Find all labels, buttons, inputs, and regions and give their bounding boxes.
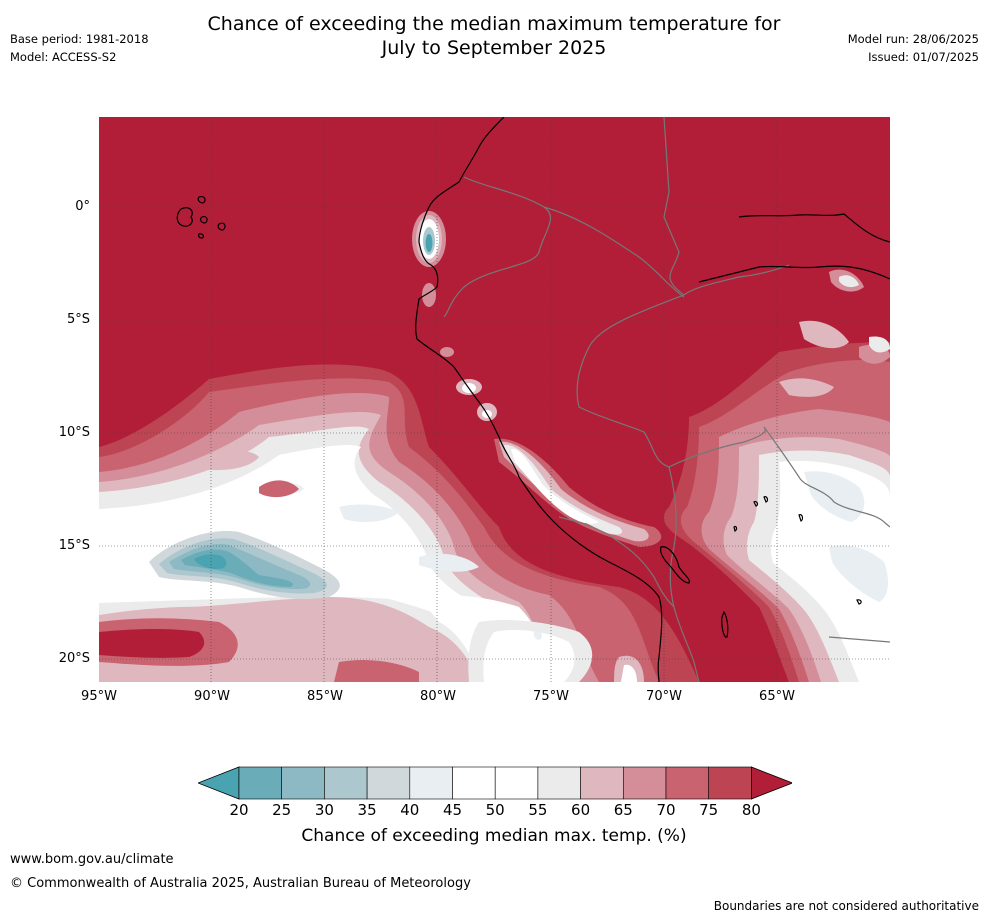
model-run: Model run: 28/06/2025 <box>847 32 979 46</box>
colorbar-under-arrow <box>198 766 240 800</box>
colorbar-cell-40-45 <box>409 766 453 800</box>
colorbar-tick-40: 40 <box>400 801 420 819</box>
footer-disclaimer: Boundaries are not considered authoritat… <box>713 899 979 913</box>
guayaquil-anomaly <box>412 211 446 307</box>
footer-copyright: © Commonwealth of Australia 2025, Austra… <box>10 876 471 891</box>
colorbar-cell-70-75 <box>665 766 710 800</box>
lat-label-15s: 15°S <box>58 538 90 553</box>
lon-label-95w: 95°W <box>81 689 117 704</box>
base-period: Base period: 1981-2018 <box>10 32 149 46</box>
colorbar-cell-30-35 <box>324 766 368 800</box>
colorbar-tick-60: 60 <box>571 801 591 819</box>
lat-label-10s: 10°S <box>58 425 90 440</box>
colorbar-cell-50-55 <box>494 766 539 800</box>
colorbar-tick-35: 35 <box>357 801 377 819</box>
map-title: Chance of exceeding the median maximum t… <box>0 12 988 60</box>
lon-label-70w: 70°W <box>646 689 682 704</box>
lon-label-90w: 90°W <box>194 689 230 704</box>
lon-label-85w: 85°W <box>307 689 343 704</box>
lon-label-75w: 75°W <box>533 689 569 704</box>
colorbar-tick-50: 50 <box>485 801 505 819</box>
lat-label-5s: 5°S <box>66 312 90 327</box>
colorbar-title: Chance of exceeding median max. temp. (%… <box>301 826 687 846</box>
colorbar-tick-20: 20 <box>229 801 249 819</box>
coastline <box>176 117 890 682</box>
colorbar-tick-55: 55 <box>528 801 548 819</box>
colorbar-cell-60-65 <box>580 766 624 800</box>
meta-left: Base period: 1981-2018 Model: ACCESS-S2 <box>10 30 149 66</box>
colorbar-tick-65: 65 <box>613 801 633 819</box>
lon-label-80w: 80°W <box>420 689 456 704</box>
colorbar-tick-30: 30 <box>314 801 334 819</box>
lat-label-20s: 20°S <box>58 651 90 666</box>
colorbar-cell-75-80 <box>708 766 752 800</box>
lat-label-0: 0° <box>75 199 90 214</box>
model-name: Model: ACCESS-S2 <box>10 50 117 64</box>
colorbar-tick-80: 80 <box>741 801 761 819</box>
meta-right: Model run: 28/06/2025 Issued: 01/07/2025 <box>848 30 979 66</box>
colorbar-cell-20-25 <box>238 766 283 800</box>
colorbar-cell-45-50 <box>452 766 496 800</box>
lon-label-65w: 65°W <box>759 689 795 704</box>
graticule <box>99 117 890 682</box>
ocean-anomaly-region <box>99 364 699 682</box>
colorbar <box>198 766 792 800</box>
country-borders <box>443 117 890 682</box>
colorbar-tick-25: 25 <box>272 801 292 819</box>
colorbar-over-arrow <box>751 766 792 800</box>
colorbar-cell-65-70 <box>622 766 667 800</box>
colorbar-tick-70: 70 <box>656 801 676 819</box>
colorbar-cell-55-60 <box>537 766 581 800</box>
colorbar-tick-45: 45 <box>442 801 463 819</box>
colorbar-cell-35-40 <box>366 766 411 800</box>
title-line-2: July to September 2025 <box>381 37 607 59</box>
footer-url[interactable]: www.bom.gov.au/climate <box>10 852 174 867</box>
colorbar-tick-75: 75 <box>699 801 719 819</box>
issued-date: Issued: 01/07/2025 <box>868 50 979 64</box>
title-line-1: Chance of exceeding the median maximum t… <box>207 13 781 35</box>
colorbar-cells <box>198 766 792 800</box>
forecast-map <box>99 117 890 682</box>
colorbar-cell-25-30 <box>281 766 325 800</box>
